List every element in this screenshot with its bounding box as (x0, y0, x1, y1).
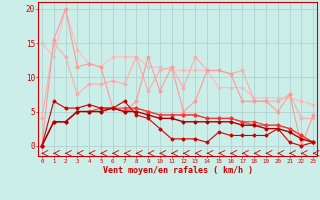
X-axis label: Vent moyen/en rafales ( km/h ): Vent moyen/en rafales ( km/h ) (103, 166, 252, 175)
